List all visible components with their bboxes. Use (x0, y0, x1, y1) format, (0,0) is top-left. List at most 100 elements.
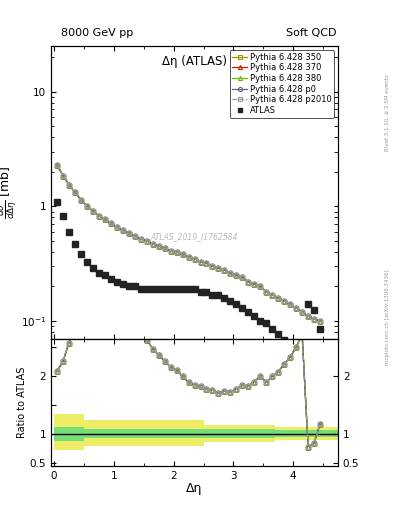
Pythia 6.428 380 (282, 297, 286, 304)
Pythia 6.428 p2010 (114, 224, 119, 230)
Pythia 6.428 350 (55, 162, 59, 168)
ATLAS (276, 331, 281, 337)
ATLAS (97, 270, 101, 276)
Pythia 6.428 370 (61, 173, 65, 179)
Pythia 6.428 370 (84, 203, 89, 209)
Pythia 6.428 380 (132, 233, 137, 239)
Pythia 6.428 p2010 (162, 245, 167, 251)
Pythia 6.428 p0 (55, 162, 59, 168)
Pythia 6.428 370 (306, 313, 310, 319)
Pythia 6.428 350 (168, 248, 173, 254)
Pythia 6.428 370 (288, 301, 292, 307)
ATLAS (246, 309, 251, 315)
Pythia 6.428 380 (246, 279, 251, 285)
Pythia 6.428 p0 (276, 294, 281, 301)
Pythia 6.428 p0 (288, 301, 292, 307)
Line: Pythia 6.428 380: Pythia 6.428 380 (55, 162, 323, 324)
Pythia 6.428 p2010 (312, 315, 316, 322)
Pythia 6.428 350 (138, 236, 143, 242)
Pythia 6.428 380 (186, 254, 191, 260)
Pythia 6.428 370 (144, 238, 149, 244)
ATLAS (288, 344, 292, 350)
Pythia 6.428 p0 (300, 309, 305, 315)
Pythia 6.428 380 (79, 197, 83, 203)
Pythia 6.428 370 (192, 255, 197, 262)
ATLAS (282, 337, 286, 343)
ATLAS (174, 286, 179, 292)
Pythia 6.428 370 (258, 283, 263, 289)
Pythia 6.428 p0 (282, 297, 286, 304)
ATLAS (228, 297, 233, 304)
Pythia 6.428 p0 (151, 241, 155, 247)
Pythia 6.428 p2010 (228, 270, 233, 276)
Pythia 6.428 380 (73, 189, 77, 196)
Pythia 6.428 350 (264, 289, 269, 295)
Pythia 6.428 p2010 (103, 216, 107, 222)
Pythia 6.428 380 (204, 260, 209, 266)
Pythia 6.428 370 (198, 259, 203, 265)
Pythia 6.428 370 (73, 189, 77, 196)
Pythia 6.428 p2010 (67, 181, 72, 187)
Pythia 6.428 p2010 (216, 265, 221, 271)
Pythia 6.428 p2010 (108, 220, 113, 226)
Pythia 6.428 p0 (138, 236, 143, 242)
Pythia 6.428 350 (186, 254, 191, 260)
Pythia 6.428 p2010 (79, 197, 83, 203)
Pythia 6.428 370 (246, 279, 251, 285)
Pythia 6.428 p2010 (306, 313, 310, 319)
Pythia 6.428 370 (90, 208, 95, 214)
Pythia 6.428 380 (312, 315, 316, 322)
ATLAS (73, 241, 77, 247)
Pythia 6.428 350 (73, 189, 77, 196)
Pythia 6.428 370 (252, 281, 257, 287)
Pythia 6.428 p0 (132, 233, 137, 239)
Pythia 6.428 350 (300, 309, 305, 315)
Pythia 6.428 350 (228, 270, 233, 276)
ATLAS (264, 321, 269, 327)
Pythia 6.428 350 (127, 230, 131, 237)
Pythia 6.428 380 (180, 251, 185, 258)
Pythia 6.428 380 (198, 259, 203, 265)
Line: Pythia 6.428 p2010: Pythia 6.428 p2010 (55, 162, 323, 324)
ATLAS (258, 318, 263, 324)
Pythia 6.428 380 (264, 289, 269, 295)
Pythia 6.428 p0 (246, 279, 251, 285)
ATLAS (252, 313, 257, 319)
Pythia 6.428 380 (156, 243, 161, 249)
Pythia 6.428 p2010 (210, 263, 215, 269)
Pythia 6.428 p0 (73, 189, 77, 196)
Pythia 6.428 p2010 (180, 251, 185, 258)
Pythia 6.428 350 (306, 313, 310, 319)
ATLAS (240, 305, 245, 311)
Pythia 6.428 350 (198, 259, 203, 265)
Pythia 6.428 350 (79, 197, 83, 203)
Pythia 6.428 380 (67, 181, 72, 187)
Pythia 6.428 p2010 (252, 281, 257, 287)
Pythia 6.428 380 (114, 224, 119, 230)
Pythia 6.428 p0 (270, 291, 275, 297)
Pythia 6.428 380 (90, 208, 95, 214)
Pythia 6.428 380 (240, 274, 245, 281)
Pythia 6.428 p0 (306, 313, 310, 319)
Line: Pythia 6.428 350: Pythia 6.428 350 (55, 162, 323, 324)
Pythia 6.428 350 (246, 279, 251, 285)
Pythia 6.428 350 (276, 294, 281, 301)
Pythia 6.428 350 (162, 245, 167, 251)
ATLAS (294, 350, 299, 356)
Pythia 6.428 380 (162, 245, 167, 251)
Pythia 6.428 370 (151, 241, 155, 247)
Pythia 6.428 350 (61, 173, 65, 179)
Pythia 6.428 350 (210, 263, 215, 269)
Pythia 6.428 380 (210, 263, 215, 269)
Pythia 6.428 p0 (174, 249, 179, 255)
Pythia 6.428 370 (97, 212, 101, 219)
Pythia 6.428 p0 (234, 272, 239, 279)
ATLAS (120, 281, 125, 287)
Pythia 6.428 380 (294, 305, 299, 311)
Pythia 6.428 p2010 (258, 283, 263, 289)
ATLAS (198, 289, 203, 295)
Pythia 6.428 380 (192, 255, 197, 262)
Pythia 6.428 350 (240, 274, 245, 281)
Pythia 6.428 p2010 (55, 162, 59, 168)
ATLAS (156, 286, 161, 292)
